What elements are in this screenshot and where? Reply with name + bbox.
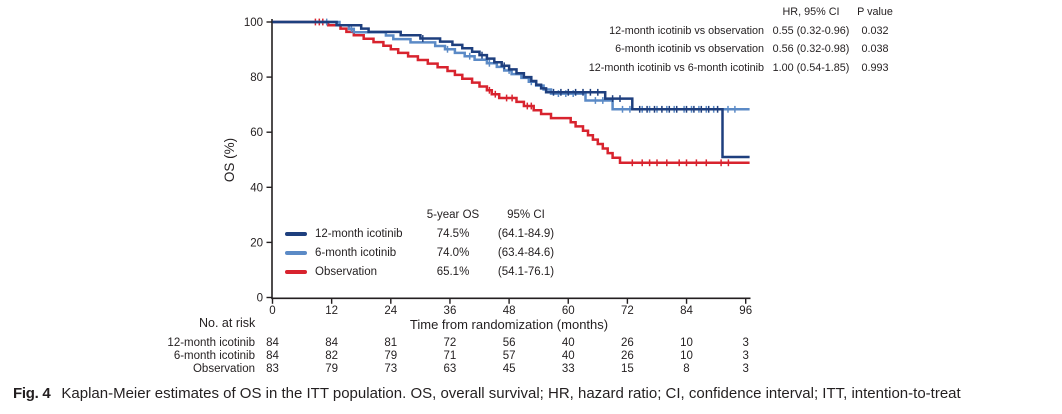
hr-row-pvalue: 0.038	[861, 43, 889, 56]
km-plot: 0 20 40 60 80 100 0 12 24 36 48 60 72 84 96 Time from r…	[222, 17, 752, 332]
risk-count: 45	[502, 363, 516, 375]
y-tick-label: 60	[250, 127, 263, 139]
x-tick-label: 96	[739, 305, 752, 317]
hr-col-header-ci: HR, 95% CI	[782, 6, 840, 18]
risk-count: 79	[384, 350, 398, 362]
x-tick-label: 72	[621, 305, 634, 317]
risk-count: 26	[620, 337, 634, 349]
y-tick-label: 100	[244, 17, 263, 29]
hr-row-label: 6-month icotinib vs observation	[615, 43, 764, 56]
legend-swatch-cell	[283, 263, 315, 282]
risk-row-label: 6-month icotinib	[173, 350, 255, 362]
risk-count: 10	[680, 350, 693, 362]
risk-count: 3	[742, 363, 749, 375]
x-tick-label: 0	[269, 305, 275, 317]
legend-series-name: 12-month icotinib	[315, 228, 403, 240]
risk-count: 84	[266, 350, 279, 362]
risk-count: 10	[680, 337, 693, 349]
risk-count: 82	[325, 350, 338, 362]
risk-row-label: Observation	[192, 363, 255, 375]
legend-series-ci: (64.1-84.9)	[497, 228, 555, 240]
risk-table-title: No. at risk	[199, 316, 256, 330]
risk-count: 26	[620, 350, 634, 362]
hr-row-label: 12-month icotinib vs observation	[609, 24, 764, 37]
legend-series-ci: (54.1-76.1)	[497, 266, 555, 278]
x-tick-label: 84	[680, 305, 693, 317]
risk-count: 3	[742, 350, 749, 362]
risk-count: 40	[561, 350, 575, 362]
risk-count: 79	[325, 363, 338, 375]
hr-row-pvalue: 0.032	[861, 24, 889, 37]
x-tick-label: 12	[325, 305, 338, 317]
y-tick-label: 80	[250, 72, 263, 84]
legend-table: 5-year OS 95% CI 12-month icotinib 74.5%…	[283, 206, 567, 282]
risk-count: 71	[443, 350, 457, 362]
x-tick-label: 48	[503, 305, 516, 317]
risk-count: 81	[384, 337, 398, 349]
risk-count: 15	[620, 363, 634, 375]
y-tick-label: 0	[257, 293, 263, 305]
legend-line-swatch	[285, 269, 307, 274]
risk-count: 3	[742, 337, 749, 349]
x-axis-label: Time from randomization (months)	[410, 317, 608, 332]
legend-line-swatch	[285, 231, 307, 236]
hr-row-ci: 0.55 (0.32-0.96)	[772, 24, 850, 37]
legend-series-5yos: 65.1%	[436, 266, 470, 278]
y-tick-label: 40	[250, 182, 263, 194]
legend-line-swatch	[285, 250, 307, 255]
risk-count: 83	[266, 363, 279, 375]
hr-row-ci: 0.56 (0.32-0.98)	[772, 43, 850, 56]
legend-series-ci: (63.4-84.6)	[497, 247, 555, 259]
y-axis-label: OS (%)	[222, 138, 237, 182]
figure-caption-tag: Fig. 4	[13, 385, 51, 402]
hr-row-pvalue: 0.993	[861, 61, 889, 74]
risk-count: 84	[266, 337, 279, 349]
legend-col-header-5yos: 5-year OS	[426, 209, 480, 221]
risk-count: 63	[443, 363, 457, 375]
figure-caption: Fig. 4 Kaplan-Meier estimates of OS in th…	[13, 385, 961, 402]
km-curve-12-month-icotinib	[272, 20, 750, 159]
legend-swatch-cell	[283, 244, 315, 263]
legend-series-name: 6-month icotinib	[315, 247, 397, 259]
x-tick-label: 60	[562, 305, 575, 317]
km-curve-observation	[272, 20, 750, 165]
risk-count: 73	[384, 363, 398, 375]
risk-count: 8	[683, 363, 690, 375]
risk-count: 57	[502, 350, 516, 362]
legend-col-header-ci: 95% CI	[507, 209, 545, 221]
legend-swatch-cell	[283, 225, 315, 244]
legend-series-name: Observation	[315, 266, 378, 278]
risk-count: 40	[561, 337, 575, 349]
legend-series-5yos: 74.5%	[436, 228, 470, 240]
risk-count: 33	[561, 363, 575, 375]
risk-row-label: 12-month icotinib	[167, 337, 255, 349]
hr-col-header-p: P value	[857, 6, 893, 18]
hr-header-spacer	[581, 3, 771, 22]
x-tick-label: 36	[444, 305, 457, 317]
legend-series-5yos: 74.0%	[436, 247, 470, 259]
risk-count: 56	[502, 337, 516, 349]
risk-count: 72	[443, 337, 457, 349]
y-tick-label: 20	[250, 237, 263, 249]
figure-caption-text: Kaplan-Meier estimates of OS in the ITT …	[61, 385, 961, 402]
x-tick-label: 24	[384, 305, 397, 317]
hr-row-label: 12-month icotinib vs 6-month icotinib	[588, 61, 764, 74]
hr-row-ci: 1.00 (0.54-1.85)	[772, 61, 850, 74]
risk-count: 84	[325, 337, 338, 349]
hr-table: HR, 95% CI P value 12-month icotinib vs …	[581, 3, 899, 77]
